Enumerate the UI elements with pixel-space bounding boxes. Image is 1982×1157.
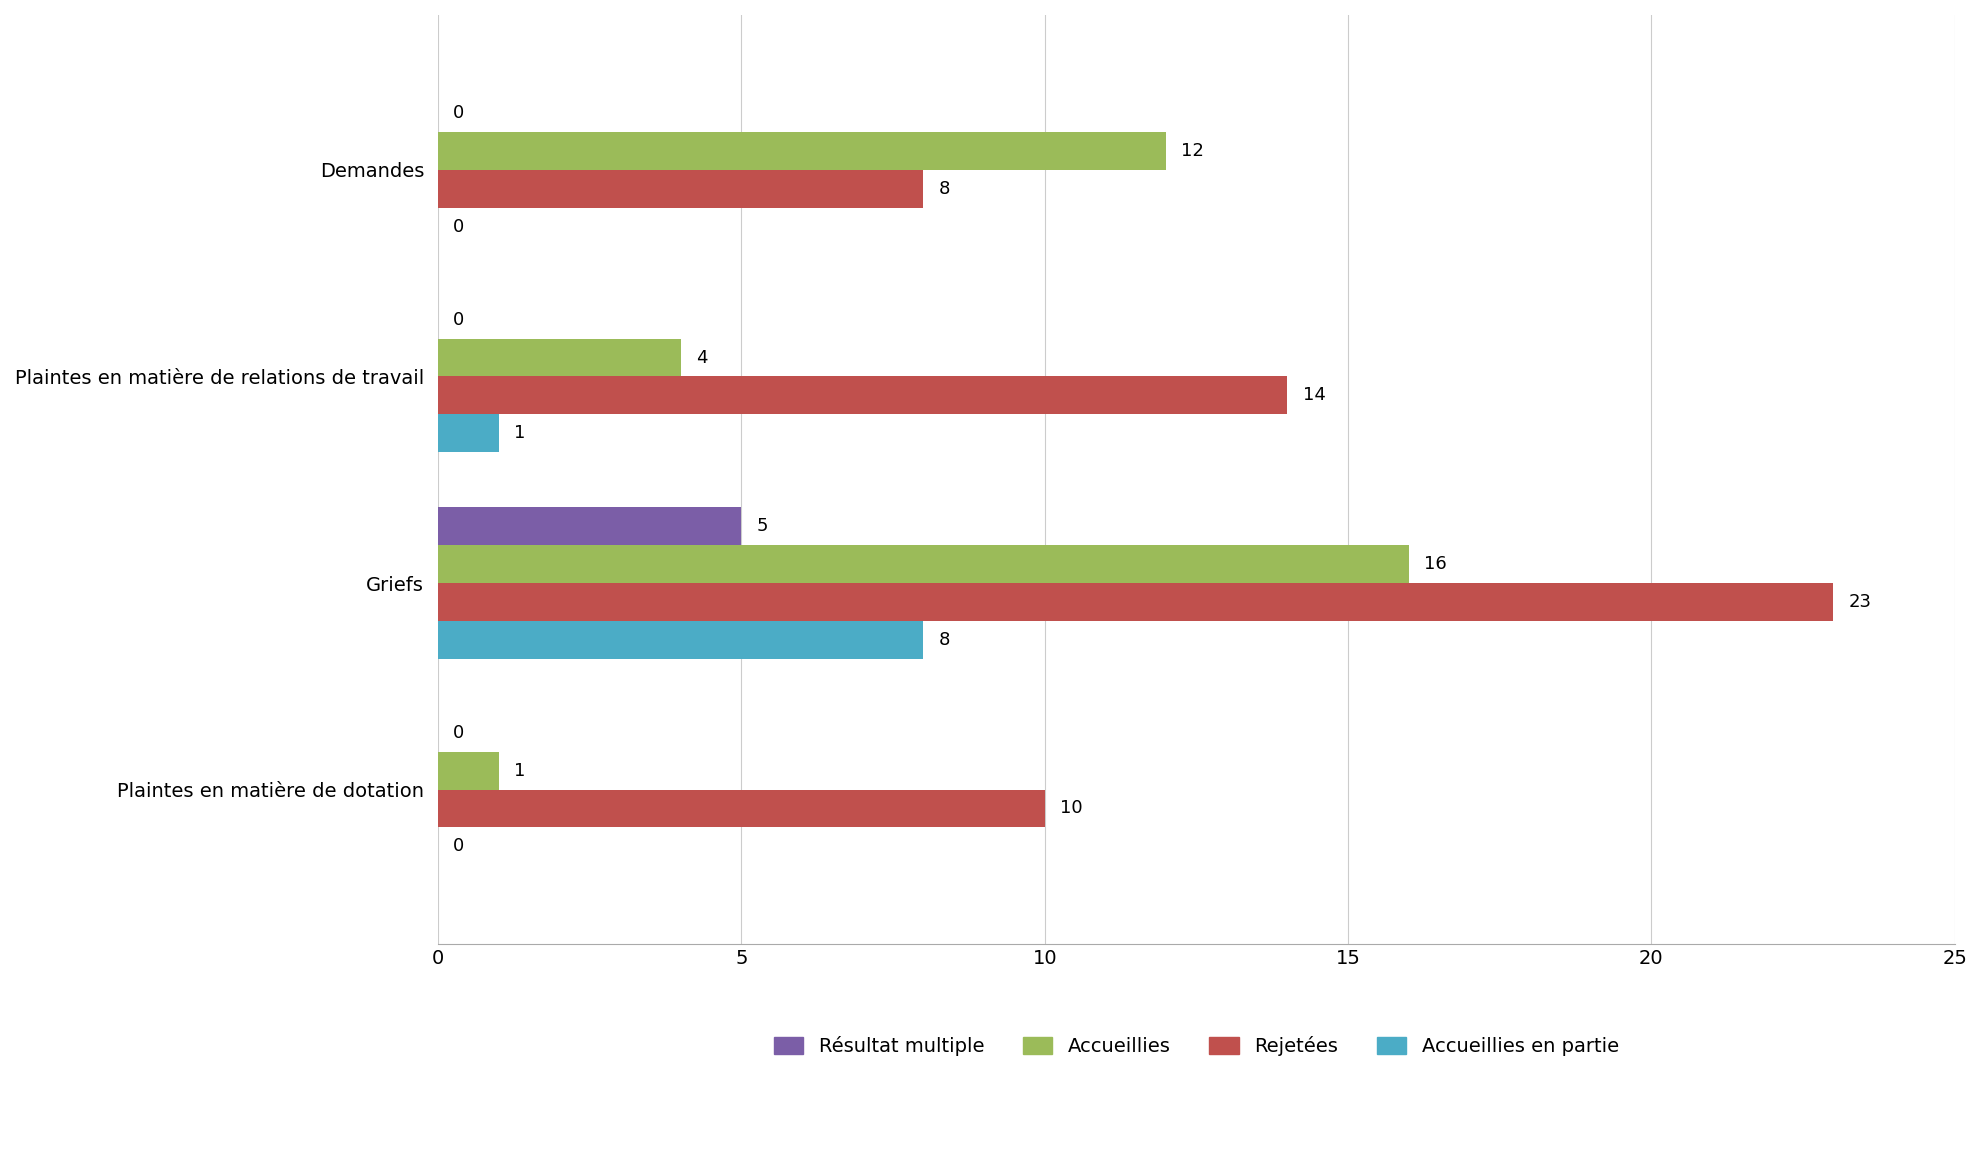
Text: 12: 12	[1181, 142, 1203, 160]
Legend: Résultat multiple, Accueillies, Rejetées, Accueillies en partie: Résultat multiple, Accueillies, Rejetées…	[767, 1029, 1627, 1064]
Bar	[438, 752, 499, 789]
Text: 5: 5	[757, 517, 769, 536]
Bar	[438, 132, 1165, 170]
Text: 10: 10	[1060, 799, 1082, 818]
Bar	[438, 339, 680, 376]
Bar	[438, 545, 1409, 583]
Bar	[438, 170, 924, 208]
Text: 23: 23	[1849, 592, 1871, 611]
Text: 4: 4	[696, 348, 708, 367]
Bar	[438, 789, 1045, 827]
Text: 0: 0	[454, 311, 464, 329]
Bar	[438, 621, 924, 658]
Text: 16: 16	[1423, 555, 1447, 573]
Text: 1: 1	[513, 761, 525, 780]
Text: 0: 0	[454, 838, 464, 855]
Text: 14: 14	[1302, 386, 1326, 405]
Text: 8: 8	[939, 631, 949, 649]
Text: 0: 0	[454, 104, 464, 123]
Text: 1: 1	[513, 425, 525, 442]
Text: 0: 0	[454, 218, 464, 236]
Bar	[438, 583, 1833, 621]
Bar	[438, 376, 1288, 414]
Bar	[438, 507, 741, 545]
Bar	[438, 414, 499, 452]
Text: 8: 8	[939, 179, 949, 198]
Text: 0: 0	[454, 724, 464, 742]
